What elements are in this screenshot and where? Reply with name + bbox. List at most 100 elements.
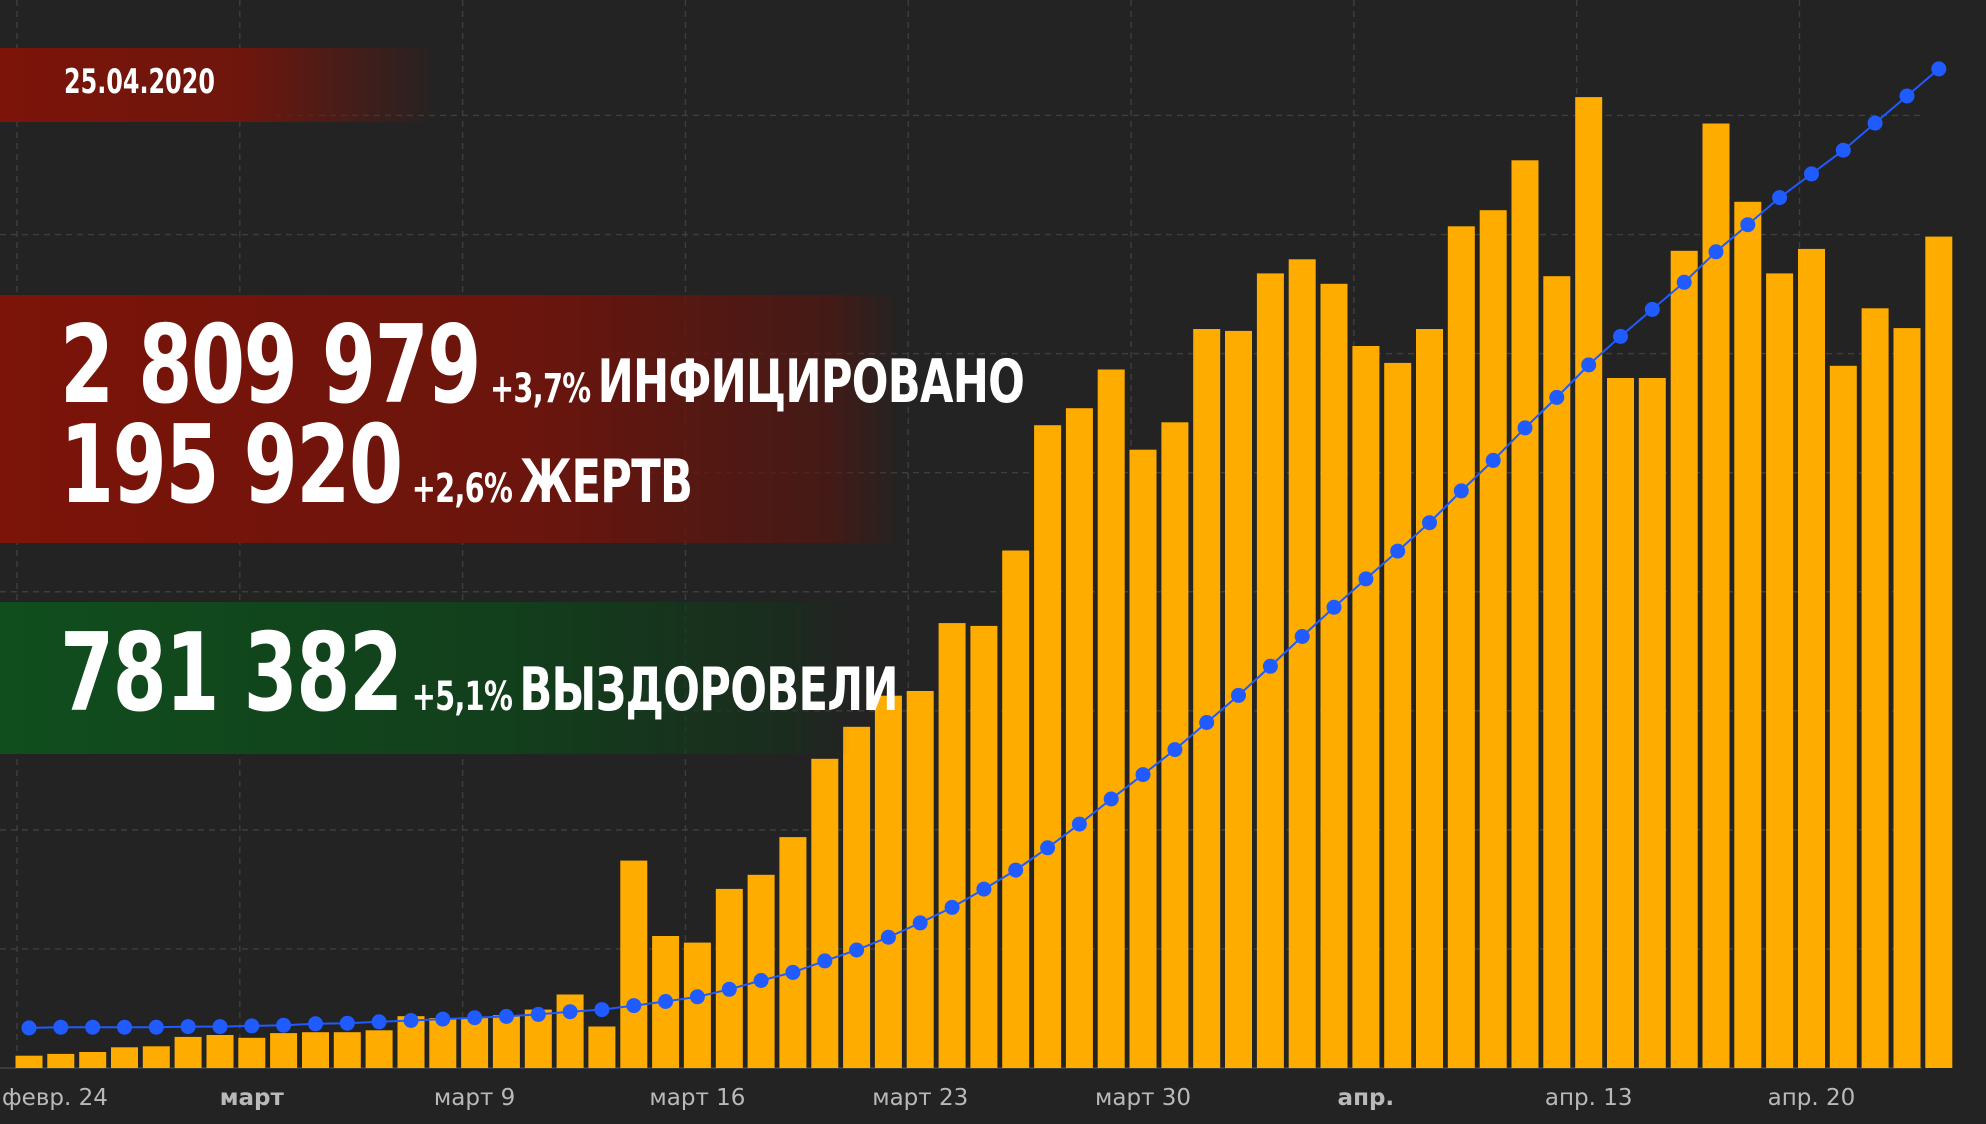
line-point xyxy=(626,998,642,1014)
recovered-value: 781 382 xyxy=(60,611,403,736)
line-point xyxy=(1231,687,1246,703)
bar xyxy=(461,1018,489,1068)
x-tick-label: апр. xyxy=(1338,1085,1395,1111)
bar xyxy=(1416,329,1443,1068)
deaths-label: ЖЕРТВ xyxy=(519,447,693,517)
line-point xyxy=(53,1019,69,1035)
deaths-change: +2,6% xyxy=(411,466,513,512)
line-point xyxy=(1135,767,1151,783)
line-point xyxy=(180,1019,196,1035)
bar xyxy=(1352,346,1380,1068)
x-tick-label: апр. 13 xyxy=(1545,1085,1633,1111)
bar xyxy=(938,623,966,1068)
bar xyxy=(1065,408,1093,1068)
line-point xyxy=(148,1019,164,1035)
line-point xyxy=(562,1004,578,1020)
bar xyxy=(174,1036,202,1068)
line-point xyxy=(530,1006,546,1022)
bar xyxy=(843,726,871,1068)
bar xyxy=(1861,308,1889,1068)
line-point xyxy=(849,942,865,958)
line-point xyxy=(1358,571,1374,587)
bar xyxy=(620,860,648,1068)
line-point xyxy=(1835,142,1851,158)
line-point xyxy=(976,881,992,897)
bar xyxy=(1384,362,1412,1068)
bar-series xyxy=(15,97,1953,1069)
line-point xyxy=(1740,217,1756,233)
line-point xyxy=(1804,166,1819,182)
bar xyxy=(47,1053,75,1068)
line-point xyxy=(689,989,705,1005)
bar xyxy=(1638,378,1666,1068)
line-point xyxy=(276,1017,292,1033)
line-point xyxy=(339,1015,355,1031)
x-tick-label: март 30 xyxy=(1095,1085,1191,1111)
bar xyxy=(1702,123,1730,1068)
infected-row: 2 809 979 +3,7% ИНФИЦИРОВАНО xyxy=(60,312,1399,420)
bar xyxy=(1193,329,1221,1068)
bar xyxy=(906,691,934,1068)
bar xyxy=(1734,201,1762,1069)
line-point xyxy=(1485,452,1501,468)
x-axis-ticks: февр. 24 март март 9 март 16 март 23 март 30 а… xyxy=(2,1085,1855,1111)
bar xyxy=(1766,273,1794,1068)
bar xyxy=(1543,276,1571,1068)
line-point xyxy=(371,1014,387,1030)
line-point xyxy=(308,1016,323,1032)
x-tick-label: март 23 xyxy=(872,1085,968,1111)
line-point xyxy=(244,1018,260,1034)
bar xyxy=(1320,283,1348,1068)
bar xyxy=(1002,550,1030,1068)
line-point xyxy=(435,1011,451,1027)
bar xyxy=(1575,97,1603,1069)
infected-label: ИНФИЦИРОВАНО xyxy=(597,347,1025,417)
bar xyxy=(302,1032,329,1068)
date-banner: 25.04.2020 xyxy=(0,48,440,122)
line-point xyxy=(21,1020,37,1036)
recovered-panel xyxy=(0,602,850,754)
line-point xyxy=(1167,742,1183,758)
recovered-stat: 781 382 +5,1% ВЫЗДОРОВЕЛИ xyxy=(60,620,899,728)
line-point xyxy=(1422,515,1437,531)
infected-change: +3,7% xyxy=(490,366,591,412)
line-point xyxy=(1517,420,1533,436)
bar xyxy=(1447,226,1475,1069)
x-tick-label: март 16 xyxy=(649,1085,745,1111)
line-point xyxy=(785,964,801,980)
line-point xyxy=(212,1019,228,1035)
bar xyxy=(238,1037,266,1068)
recovered-row: 781 382 +5,1% ВЫЗДОРОВЕЛИ xyxy=(60,620,1224,728)
line-point xyxy=(1199,715,1215,730)
bar xyxy=(1288,259,1316,1068)
recovered-change: +5,1% xyxy=(411,674,513,720)
line-point xyxy=(1294,629,1310,644)
deaths-row: 195 920 +2,6% ЖЕРТВ xyxy=(60,412,938,520)
line-point xyxy=(912,915,928,931)
line-point xyxy=(1326,599,1342,615)
bar xyxy=(1607,378,1634,1068)
bar xyxy=(1034,425,1062,1068)
line-point xyxy=(1008,862,1024,878)
bar xyxy=(588,1026,616,1068)
line-point xyxy=(1613,328,1628,344)
line-point xyxy=(1262,658,1278,674)
bar xyxy=(1097,369,1125,1068)
infected-stat: 2 809 979 +3,7% ИНФИЦИРОВАНО xyxy=(60,312,1025,420)
line-point xyxy=(498,1008,514,1024)
bar xyxy=(747,874,775,1068)
line-point xyxy=(1931,61,1947,77)
line-point xyxy=(1867,115,1883,131)
line-point xyxy=(467,1010,483,1026)
bar xyxy=(79,1052,107,1068)
line-point xyxy=(1644,301,1660,317)
x-tick-label: февр. 24 xyxy=(2,1085,108,1111)
line-point xyxy=(1040,840,1056,856)
bar xyxy=(142,1046,170,1068)
bar xyxy=(1925,236,1953,1069)
line-point xyxy=(594,1002,610,1018)
bar xyxy=(1829,365,1857,1068)
x-tick-label: апр. 20 xyxy=(1768,1085,1856,1111)
bar xyxy=(333,1032,361,1068)
